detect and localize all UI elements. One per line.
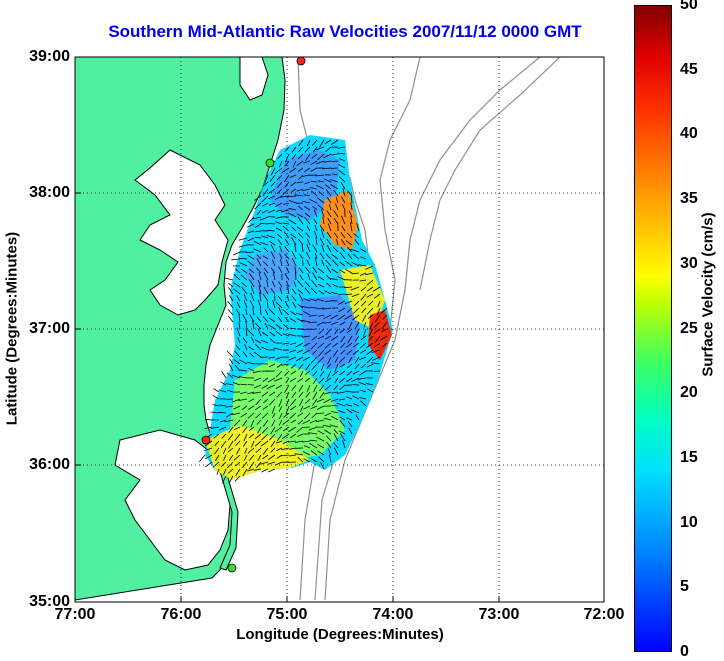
y-axis-label: Latitude (Degrees:Minutes) xyxy=(4,229,21,429)
colorbar xyxy=(634,5,672,652)
y-tick-label: 36:00 xyxy=(18,456,70,474)
colorbar-label: Surface Velocity (cm/s) xyxy=(700,185,717,405)
x-tick-label: 72:00 xyxy=(569,606,639,624)
velocity-arrow xyxy=(303,427,310,428)
x-tick-label: 74:00 xyxy=(358,606,428,624)
station-marker xyxy=(228,564,236,572)
colorbar-tick: 50 xyxy=(680,0,712,14)
colorbar-tick: 10 xyxy=(680,514,712,532)
y-tick-label: 37:00 xyxy=(18,320,70,338)
velocity-arrow xyxy=(310,308,317,309)
velocity-arrow xyxy=(246,252,254,253)
colorbar-tick: 0 xyxy=(680,643,712,661)
velocity-arrow xyxy=(374,371,380,372)
x-tick-label: 73:00 xyxy=(464,606,534,624)
x-tick-label: 75:00 xyxy=(252,606,322,624)
x-tick-label: 76:00 xyxy=(146,606,216,624)
y-tick-label: 39:00 xyxy=(18,48,70,66)
colorbar-tick: 5 xyxy=(680,578,712,596)
colorbar-tick: 45 xyxy=(680,61,712,79)
y-tick-label: 38:00 xyxy=(18,184,70,202)
station-marker xyxy=(202,436,210,444)
velocity-arrow xyxy=(296,271,297,280)
colorbar-tick: 40 xyxy=(680,125,712,143)
x-axis-label: Longitude (Degrees:Minutes) xyxy=(140,626,540,643)
colorbar-tick: 15 xyxy=(680,449,712,467)
x-tick-label: 77:00 xyxy=(40,606,110,624)
station-marker xyxy=(266,159,274,167)
station-marker xyxy=(297,57,305,65)
velocity-arrow xyxy=(325,301,331,302)
